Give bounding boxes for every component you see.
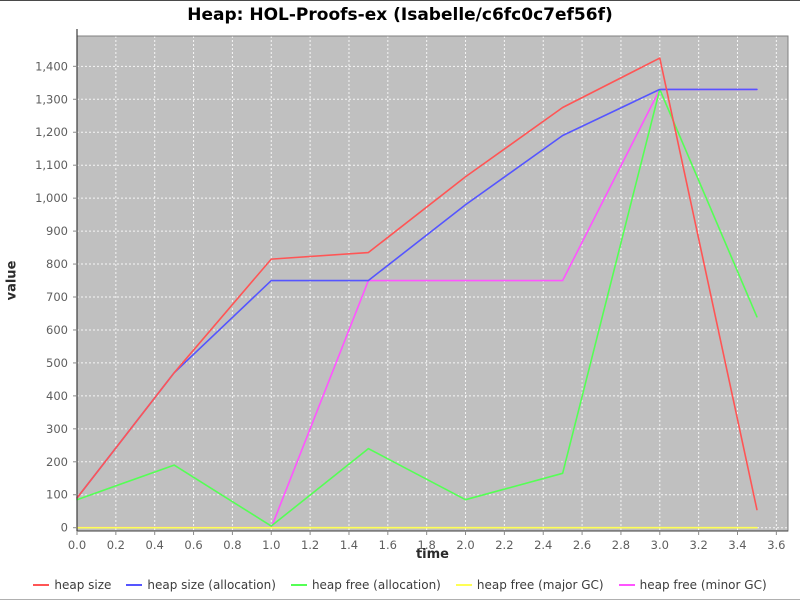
legend-item-heap-free-allocation: heap free (allocation) <box>290 578 441 592</box>
series-line-heap-free-allocation <box>76 88 758 527</box>
legend-swatch <box>618 584 635 586</box>
x-tick-label: 2.4 <box>534 538 552 552</box>
x-tick-label: 0.4 <box>146 538 164 552</box>
y-tick-label: 1,400 <box>35 59 68 73</box>
y-tick-label: 300 <box>46 422 68 436</box>
x-tick-label: 0.2 <box>107 538 125 552</box>
x-tick-label: 3.6 <box>767 538 785 552</box>
y-tick-label: 100 <box>46 488 68 502</box>
x-tick-label: 0.0 <box>68 538 86 552</box>
legend-swatch <box>33 584 50 586</box>
x-tick-label: 1.2 <box>301 538 319 552</box>
x-tick-label: 0.6 <box>184 538 202 552</box>
x-tick-label: 2.8 <box>612 538 630 552</box>
y-tick-label: 200 <box>46 455 68 469</box>
y-tick-label: 1,200 <box>35 125 68 139</box>
y-tick-label: 700 <box>46 290 68 304</box>
x-tick-label: 3.4 <box>728 538 746 552</box>
legend-label: heap size (allocation) <box>147 578 276 592</box>
x-tick-label: 2.0 <box>456 538 474 552</box>
y-tick-label: 1,100 <box>35 158 68 172</box>
x-tick-label: 2.2 <box>495 538 513 552</box>
legend-item-heap-size: heap size <box>33 578 111 592</box>
y-tick-label: 600 <box>46 323 68 337</box>
legend-swatch <box>455 584 472 586</box>
x-tick-label: 0.8 <box>223 538 241 552</box>
x-tick-label: 1.8 <box>418 538 436 552</box>
x-tick-label: 3.0 <box>651 538 669 552</box>
y-tick-label: 400 <box>46 389 68 403</box>
x-tick-label: 1.4 <box>340 538 358 552</box>
legend-item-heap-free-major-gc: heap free (major GC) <box>455 578 604 592</box>
x-axis-title: time <box>415 547 450 562</box>
legend-label: heap free (allocation) <box>311 578 441 592</box>
x-tick-label: 2.6 <box>573 538 591 552</box>
y-tick-label: 0 <box>61 521 68 535</box>
legend-swatch <box>126 584 143 586</box>
series-line-heap-size <box>76 57 758 511</box>
series-line-heap-size-allocation <box>76 88 758 499</box>
legend-label: heap free (minor GC) <box>639 578 767 592</box>
legend-label: heap free (major GC) <box>476 578 604 592</box>
x-tick-label: 3.2 <box>689 538 707 552</box>
plot-background <box>77 36 788 531</box>
plot-area: 0.0 0.2 0.4 0.6 0.8 1.0 1.2 1.4 1.6 1.8 2.0 2.2 2.4 2… <box>35 29 789 552</box>
legend: heap size heap size (allocation) heap free… <box>0 575 800 595</box>
chart-title: Heap: HOL-Proofs-ex (Isabelle/c6fc0c7ef5… <box>187 5 613 25</box>
x-tick-label: 1.6 <box>379 538 397 552</box>
y-tick-label: 500 <box>46 356 68 370</box>
legend-item-heap-free-minor-gc: heap free (minor GC) <box>618 578 767 592</box>
x-tick-label: 1.0 <box>262 538 280 552</box>
y-tick-label: 800 <box>46 257 68 271</box>
legend-swatch <box>290 584 307 586</box>
y-tick-label: 1,300 <box>35 92 68 106</box>
y-tick-label: 900 <box>46 224 68 238</box>
y-axis-title: value <box>4 260 20 301</box>
legend-item-heap-size-allocation: heap size (allocation) <box>126 578 276 592</box>
y-tick-label: 1,000 <box>35 191 68 205</box>
legend-label: heap size <box>54 578 112 592</box>
